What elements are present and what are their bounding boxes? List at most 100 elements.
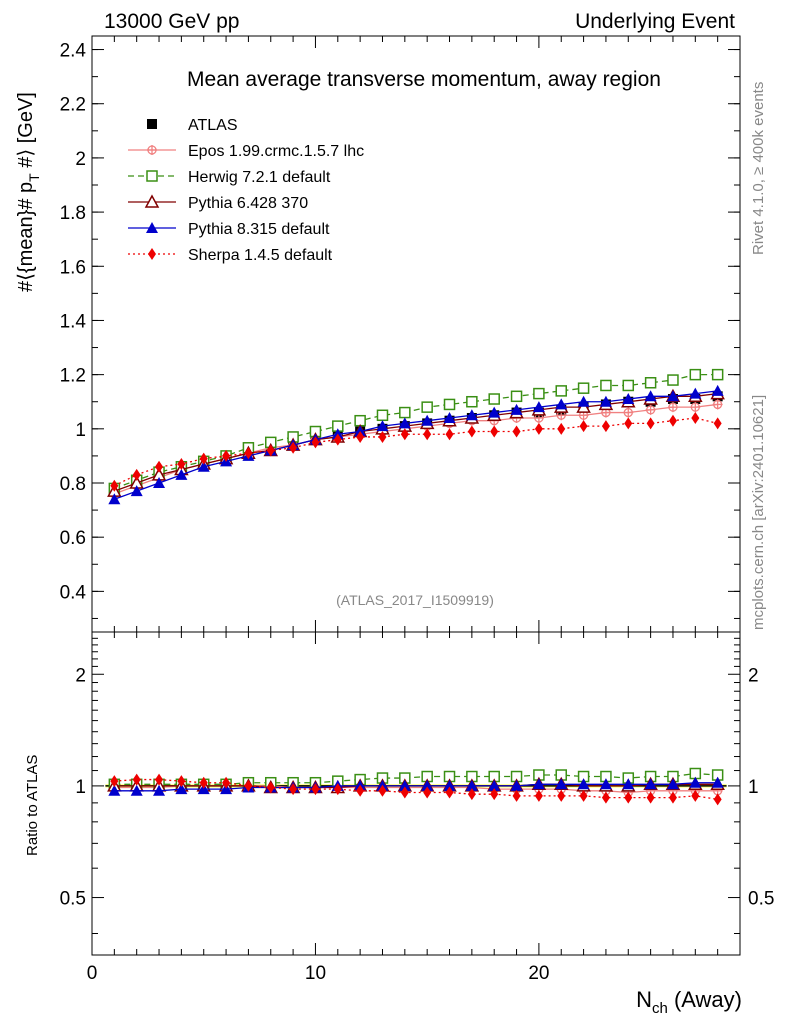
main-y-axis-label: #⟨{mean}# pT #⟩ [GeV]	[15, 92, 42, 292]
ratio-data-point	[601, 791, 610, 804]
legend-marker	[148, 248, 156, 260]
ratio-data-point	[155, 773, 164, 786]
legend-item: ATLAS	[147, 117, 238, 134]
main-y-tick-label: 2.2	[60, 95, 86, 116]
data-point	[376, 420, 389, 432]
series-line	[114, 390, 718, 500]
series-pythia	[108, 384, 724, 505]
ratio-data-point	[577, 778, 590, 790]
data-point	[711, 368, 724, 381]
series-line	[114, 373, 718, 490]
legend-marker	[146, 222, 158, 233]
data-point	[668, 414, 677, 427]
ratio-data-point	[266, 781, 275, 794]
ratio-data-point	[555, 778, 568, 790]
main-axis-ticks: 0.4 0.6 0.8 1 1.2 1.4 1.6 1.8 2 2.2 2.4	[60, 36, 741, 632]
ratio-data-point	[398, 779, 411, 791]
data-point	[333, 433, 342, 446]
ratio-series-group	[107, 767, 725, 806]
ratio-data-point	[153, 784, 166, 796]
data-point	[624, 417, 633, 430]
data-point	[711, 384, 724, 396]
data-point	[600, 379, 612, 392]
ratio-data-point	[289, 783, 298, 796]
series-line	[114, 417, 718, 487]
ratio-data-point	[311, 783, 320, 796]
data-point	[175, 468, 188, 480]
ratio-data-point	[175, 783, 188, 795]
ratio-data-point	[557, 789, 566, 802]
legend-item: Herwig 7.2.1 default	[128, 169, 331, 186]
ratio-data-point	[534, 789, 543, 802]
data-point	[666, 390, 679, 402]
ratio-y-tick-label-right: 2	[748, 665, 759, 686]
data-point	[110, 479, 119, 492]
data-point	[577, 395, 590, 407]
ratio-data-point	[177, 775, 186, 788]
series-sherpa	[110, 411, 722, 492]
ratio-data-point	[465, 779, 478, 791]
data-point	[132, 468, 141, 481]
ratio-data-point	[378, 784, 387, 797]
header-left: 13000 GeV pp	[104, 10, 239, 33]
data-point	[398, 417, 411, 429]
ratio-data-point	[689, 776, 702, 788]
ratio-data-point	[512, 789, 521, 802]
data-point	[646, 417, 655, 430]
ratio-axis-ticks: 0.5 0.51 12 20 10 20	[60, 632, 774, 984]
ratio-data-point	[532, 778, 545, 790]
legend-marker	[146, 170, 158, 182]
data-point	[689, 368, 702, 381]
ratio-data-point	[244, 779, 253, 792]
data-point	[465, 409, 478, 421]
data-point	[713, 417, 722, 430]
legend-item: Pythia 6.428 370	[128, 194, 308, 212]
rivet-label: Rivet 4.1.0, ≥ 400k events	[750, 82, 767, 255]
data-point	[197, 460, 210, 472]
data-point	[421, 414, 434, 426]
ratio-data-point	[445, 786, 454, 799]
data-point	[289, 441, 298, 454]
ratio-data-point	[132, 773, 141, 786]
main-y-tick-label: 2.4	[60, 41, 87, 62]
ratio-series-line	[114, 778, 718, 800]
data-point	[534, 422, 543, 435]
ratio-data-point	[624, 791, 633, 804]
data-point	[645, 404, 656, 415]
ratio-data-point	[421, 779, 434, 791]
data-point	[644, 377, 657, 389]
data-point	[555, 398, 568, 410]
ratio-data-point	[644, 778, 657, 790]
data-point	[557, 422, 566, 435]
x-tick-label: 10	[305, 963, 326, 984]
header-right: Underlying Event	[575, 10, 735, 33]
ratio-series-sherpa	[110, 773, 722, 806]
data-point	[266, 444, 275, 457]
ratio-data-point	[691, 789, 700, 802]
main-panel: 0.4 0.6 0.8 1 1.2 1.4 1.6 1.8 2 2.2 2.4 ATLAS Epos …	[60, 35, 741, 633]
ratio-series-line	[114, 772, 718, 785]
data-point	[222, 449, 231, 462]
ratio-y-axis-label: Ratio to ATLAS	[24, 755, 41, 856]
data-point	[153, 477, 166, 488]
main-y-tick-label: 1.4	[60, 311, 87, 332]
main-y-tick-label: 1.8	[60, 203, 86, 224]
data-point	[577, 382, 590, 394]
ratio-data-point	[666, 778, 679, 790]
data-point	[399, 406, 411, 419]
legend: ATLAS Epos 1.99.crmc.1.5.7 lhc Herwig 7.2.…	[128, 117, 364, 264]
ratio-data-point	[646, 791, 655, 804]
legend-label: Pythia 6.428 370	[188, 195, 308, 212]
data-point	[311, 436, 320, 449]
data-point	[579, 420, 588, 433]
ratio-data-point	[423, 786, 432, 799]
data-point	[510, 390, 523, 403]
legend-item: Sherpa 1.4.5 default	[128, 247, 333, 264]
data-point	[667, 374, 679, 386]
ratio-data-point	[108, 784, 121, 796]
data-point	[622, 379, 635, 392]
ratio-data-point	[668, 791, 677, 804]
main-y-tick-label: 1.6	[60, 257, 86, 278]
data-point	[155, 460, 164, 473]
data-point	[108, 493, 121, 505]
